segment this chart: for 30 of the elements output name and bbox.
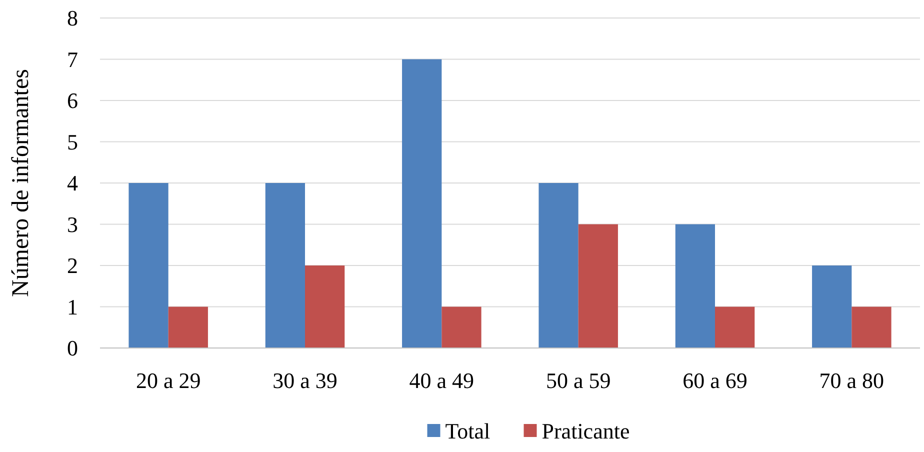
x-tick-label: 50 a 59 bbox=[546, 368, 611, 393]
bar bbox=[168, 306, 208, 348]
y-tick-label: 7 bbox=[67, 46, 78, 72]
y-tick-label: 2 bbox=[67, 253, 78, 278]
bar bbox=[675, 224, 715, 348]
x-tick-label: 60 a 69 bbox=[682, 368, 748, 393]
bar bbox=[715, 306, 755, 348]
x-tick-label: 30 a 39 bbox=[272, 368, 338, 393]
y-tick-label: 8 bbox=[67, 6, 78, 31]
bar bbox=[265, 183, 305, 348]
legend-label: Total bbox=[445, 418, 490, 444]
legend-label: Praticante bbox=[542, 418, 630, 444]
bar bbox=[538, 183, 578, 348]
x-tick-label: 70 a 80 bbox=[819, 368, 884, 393]
y-axis-title: Número de informantes bbox=[8, 69, 34, 297]
y-tick-label: 0 bbox=[67, 336, 78, 361]
y-tick-label: 5 bbox=[67, 129, 78, 154]
y-tick-label: 3 bbox=[67, 212, 78, 237]
y-tick-label: 1 bbox=[67, 294, 78, 320]
bar bbox=[305, 266, 345, 348]
x-tick-label: 40 a 49 bbox=[409, 368, 474, 393]
bar bbox=[128, 183, 168, 348]
y-tick-label: 4 bbox=[67, 170, 78, 196]
x-tick-label: 20 a 29 bbox=[136, 368, 201, 393]
bar bbox=[812, 266, 852, 348]
y-tick-label: 6 bbox=[67, 88, 78, 114]
bar bbox=[852, 306, 892, 348]
bar bbox=[578, 224, 618, 348]
bar bbox=[402, 59, 442, 348]
bar bbox=[442, 306, 482, 348]
